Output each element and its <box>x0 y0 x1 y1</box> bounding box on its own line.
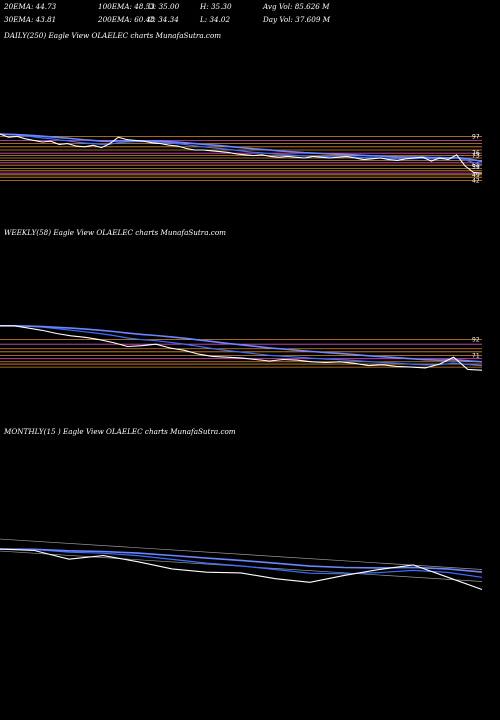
price-line <box>0 325 483 371</box>
stat-200ema: 200EMA: 60.48 <box>98 15 155 24</box>
stat-100ema: 100EMA: 48.53 <box>98 2 155 11</box>
price-tick-label: 73 <box>472 153 480 160</box>
trend-line <box>0 538 483 570</box>
monthly-chart-title: MONTHLY(15 ) Eagle View OLAELEC charts M… <box>4 427 236 436</box>
price-line <box>0 133 483 174</box>
price-tick-label: 59 <box>472 164 480 171</box>
price-line <box>0 548 483 591</box>
ema-slow-line <box>0 133 483 163</box>
price-tick-label: 76 <box>472 150 480 157</box>
ema-fast-line <box>0 325 483 367</box>
stat-avg-vol: Avg Vol: 85.626 M <box>263 2 330 11</box>
price-tick-label: 61 <box>472 162 480 169</box>
stat-open: O: 35.00 <box>148 2 180 11</box>
ema-fast-line <box>0 548 483 578</box>
stat-30ema: 30EMA: 43.81 <box>4 15 57 24</box>
stat-day-vol: Day Vol: 37.609 M <box>263 15 331 24</box>
stats-header: 20EMA: 44.73 100EMA: 48.53 O: 35.00 H: 3… <box>0 0 500 30</box>
stat-20ema: 20EMA: 44.73 <box>4 2 57 11</box>
price-tick-label: 71 <box>472 353 480 360</box>
ema-slow-line <box>0 325 483 363</box>
price-tick-label: 42 <box>472 177 480 184</box>
price-tick-label: 92 <box>472 337 480 344</box>
price-tick-label: 49 <box>472 172 480 179</box>
stat-low: L: 34.02 <box>200 15 231 24</box>
monthly-chart <box>0 538 483 591</box>
stat-high: H: 35.30 <box>200 2 232 11</box>
ema-fast-line <box>0 133 483 166</box>
stat-close: C: 34.34 <box>148 15 179 24</box>
price-tick-label: 97 <box>472 133 480 140</box>
ema-slow-line <box>0 548 483 573</box>
daily-chart-title: DAILY(250) Eagle View OLAELEC charts Mun… <box>4 31 222 40</box>
weekly-chart: 92 71 <box>0 325 483 371</box>
weekly-chart-title: WEEKLY(58) Eagle View OLAELEC charts Mun… <box>4 228 226 237</box>
